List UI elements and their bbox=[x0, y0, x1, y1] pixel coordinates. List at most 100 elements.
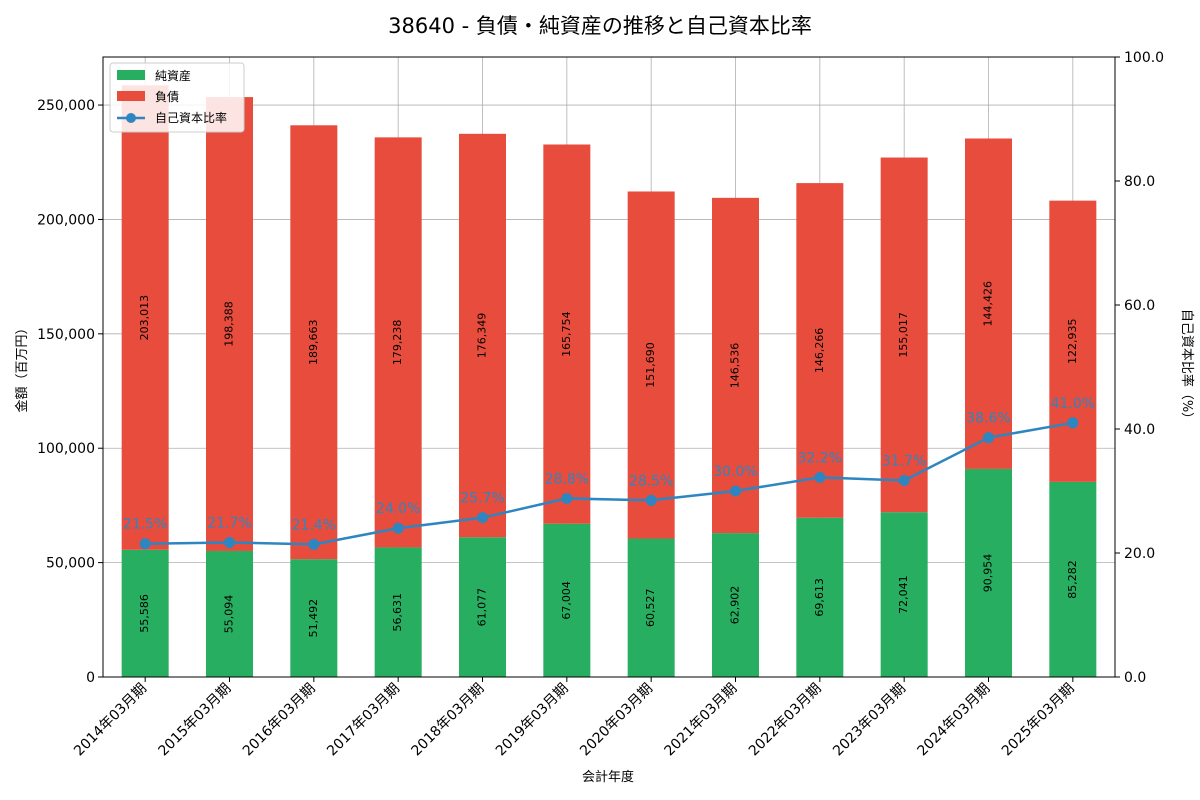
bar-equity bbox=[965, 468, 1012, 677]
bar-liabilities bbox=[290, 125, 338, 560]
bar-label-equity: 90,954 bbox=[982, 554, 995, 593]
bar-label-liabilities: 179,238 bbox=[391, 320, 404, 366]
ratio-label: 21.5% bbox=[123, 517, 167, 533]
ratio-line: 21.5% 21.7% 21.4% 24.0% 25.7% 28.8% 28.5% 30.0%… bbox=[123, 396, 1095, 550]
bar-label-equity: 55,586 bbox=[138, 594, 151, 633]
bar-label-equity: 55,094 bbox=[223, 595, 236, 634]
bar-equity bbox=[880, 512, 928, 677]
x-tick-label: 2017年03月期 bbox=[324, 681, 403, 760]
bar-label-equity: 72,041 bbox=[897, 575, 910, 614]
bar-liabilities bbox=[1049, 200, 1097, 482]
ratio-point bbox=[730, 485, 741, 497]
ratio-label: 32.2% bbox=[798, 450, 842, 466]
ratio-label: 24.0% bbox=[376, 501, 420, 517]
ratio-label: 21.4% bbox=[292, 517, 336, 533]
bar-liabilities bbox=[796, 183, 844, 518]
bar-label-liabilities: 203,013 bbox=[138, 295, 151, 341]
y2-tick-label: 60.0 bbox=[1124, 298, 1155, 314]
y-tick-label: 200,000 bbox=[37, 212, 95, 228]
bar-equity bbox=[627, 538, 675, 677]
ratio-point bbox=[561, 492, 573, 504]
ratio-point bbox=[477, 512, 488, 524]
y-tick-label: 0 bbox=[86, 670, 95, 686]
x-tick-label: 2022年03月期 bbox=[746, 681, 825, 760]
bar-label-liabilities: 151,690 bbox=[644, 342, 657, 388]
x-tick-label: 2014年03月期 bbox=[71, 681, 150, 760]
bar-label-equity: 62,902 bbox=[729, 586, 742, 625]
bar-equity bbox=[1049, 481, 1097, 677]
bar-liabilities bbox=[543, 144, 591, 524]
bar-label-equity: 67,004 bbox=[560, 581, 573, 620]
ratio-point bbox=[814, 471, 826, 483]
bar-equity bbox=[796, 517, 844, 677]
y2-tick-label: 0.0 bbox=[1124, 670, 1146, 686]
ratio-point bbox=[898, 474, 910, 486]
bar-liabilities bbox=[206, 97, 253, 551]
bar-label-liabilities: 144,426 bbox=[982, 281, 995, 327]
legend: 純資産 負債 自己資本比率 bbox=[109, 62, 245, 133]
bar-label-equity: 61,077 bbox=[476, 588, 489, 627]
bar-equity bbox=[459, 537, 506, 677]
legend-marker-ratio bbox=[126, 113, 136, 123]
bar-equity bbox=[290, 559, 338, 677]
x-tick-label: 2025年03月期 bbox=[999, 681, 1078, 760]
y-tick-label: 250,000 bbox=[37, 98, 95, 114]
x-axis-label: 会計年度 bbox=[582, 769, 634, 785]
ratio-point bbox=[1067, 417, 1079, 429]
bar-liabilities bbox=[965, 138, 1012, 469]
chart-title: 38640 - 負債・純資産の推移と自己資本比率 bbox=[388, 14, 812, 38]
bar-liabilities bbox=[880, 157, 928, 513]
bar-label-equity: 85,282 bbox=[1066, 560, 1079, 599]
x-tick-label: 2015年03月期 bbox=[156, 681, 235, 760]
ratio-label: 41.0% bbox=[1051, 396, 1095, 412]
ratio-point bbox=[392, 522, 404, 534]
y2-tick-label: 80.0 bbox=[1124, 174, 1155, 190]
ratio-line-path bbox=[145, 421, 1074, 546]
ratio-label: 28.8% bbox=[545, 471, 589, 487]
bar-equity bbox=[206, 550, 253, 677]
y2-tick-label: 100.0 bbox=[1124, 50, 1164, 66]
bar-liabilities bbox=[121, 85, 169, 550]
x-tick-label: 2023年03月期 bbox=[830, 681, 909, 760]
bar-label-equity: 60,527 bbox=[644, 589, 657, 628]
plot-frame bbox=[102, 56, 1116, 678]
ratio-point bbox=[308, 538, 320, 550]
bar-label-liabilities: 176,349 bbox=[476, 313, 489, 359]
bar-label-liabilities: 198,388 bbox=[223, 301, 236, 347]
x-tick-label: 2024年03月期 bbox=[915, 681, 994, 760]
ratio-label: 31.7% bbox=[882, 453, 926, 469]
ratio-label: 21.7% bbox=[207, 515, 251, 531]
bar-label-liabilities: 189,663 bbox=[307, 319, 320, 365]
bar-equity bbox=[712, 533, 759, 677]
bar-label-equity: 51,492 bbox=[307, 599, 320, 638]
bar-equity bbox=[121, 549, 169, 677]
bar-label-equity: 56,631 bbox=[391, 593, 404, 632]
y2-axis-label: 自己資本比率（%） bbox=[1179, 309, 1195, 425]
y-axis-label: 金額（百万円） bbox=[14, 321, 30, 412]
x-tick-label: 2021年03月期 bbox=[662, 681, 741, 760]
bar-liabilities bbox=[712, 197, 759, 534]
bar-liabilities bbox=[627, 191, 675, 539]
bar-label-liabilities: 146,266 bbox=[813, 328, 826, 374]
x-tick-label: 2016年03月期 bbox=[240, 681, 319, 760]
legend-label-equity: 純資産 bbox=[155, 68, 191, 83]
legend-label-ratio: 自己資本比率 bbox=[155, 110, 227, 125]
bar-label-equity: 69,613 bbox=[813, 578, 826, 617]
bar-label-liabilities: 122,935 bbox=[1066, 319, 1079, 365]
grid-lines bbox=[103, 57, 1115, 678]
legend-swatch-equity bbox=[117, 70, 145, 80]
y-tick-label: 100,000 bbox=[37, 441, 95, 457]
ratio-label: 25.7% bbox=[460, 491, 504, 507]
bar-label-liabilities: 146,536 bbox=[729, 343, 742, 389]
ratio-point bbox=[139, 538, 151, 550]
ratio-point bbox=[645, 494, 657, 506]
bar-label-liabilities: 165,754 bbox=[560, 311, 573, 357]
x-tick-label: 2019年03月期 bbox=[493, 681, 572, 760]
y-tick-label: 150,000 bbox=[37, 327, 95, 343]
x-tick-label: 2018年03月期 bbox=[409, 681, 488, 760]
x-tick-label: 2020年03月期 bbox=[577, 681, 656, 760]
y-tick-label: 50,000 bbox=[46, 556, 95, 572]
bar-liabilities bbox=[374, 137, 422, 548]
y2-tick-label: 20.0 bbox=[1124, 546, 1155, 562]
